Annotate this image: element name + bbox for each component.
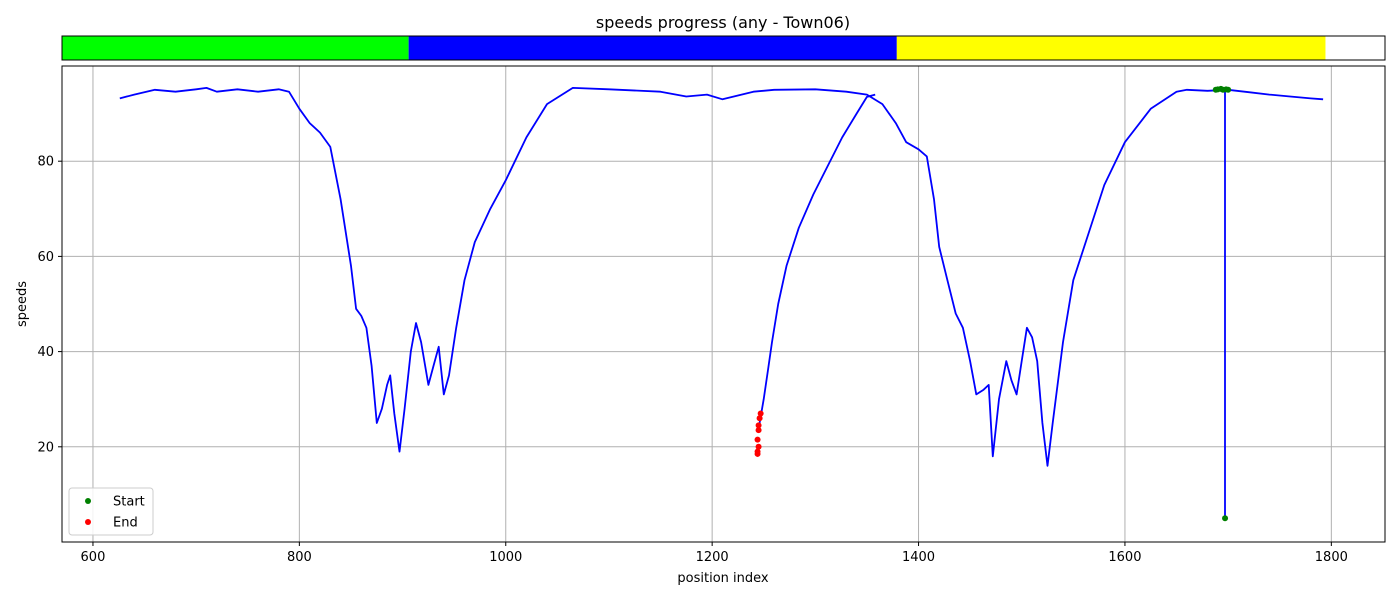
- progress-segment: [408, 36, 897, 60]
- end-point: [754, 448, 761, 455]
- x-tick-label: 1200: [696, 550, 729, 565]
- x-tick-label: 1600: [1108, 550, 1141, 565]
- x-tick-label: 1000: [489, 550, 522, 565]
- legend-end-marker: [85, 519, 91, 525]
- points-layer: [754, 85, 1232, 522]
- end-point: [756, 415, 763, 422]
- end-point: [754, 436, 761, 443]
- start-point: [1225, 86, 1232, 93]
- grid-lines: [62, 66, 1385, 542]
- legend-start-marker: [85, 498, 91, 504]
- y-tick-label: 40: [37, 345, 54, 360]
- x-axis-label: position index: [677, 571, 768, 586]
- x-axis-ticks: 600 800 1000 1200 1400 1600 1800: [81, 542, 1348, 565]
- legend-end-label: End: [113, 516, 138, 531]
- end-point: [755, 443, 762, 450]
- progress-bar: [61, 35, 1386, 61]
- series-line: [119, 87, 1324, 467]
- y-axis-ticks: 20 40 60 80: [37, 155, 62, 455]
- y-tick-label: 60: [37, 250, 54, 265]
- progress-segment: [62, 36, 409, 60]
- legend: Start End: [68, 487, 154, 536]
- x-tick-label: 1800: [1315, 550, 1348, 565]
- end-point: [757, 410, 764, 417]
- y-tick-label: 80: [37, 155, 54, 170]
- plot-frame: [61, 65, 1386, 543]
- end-point: [755, 422, 762, 429]
- progress-segment: [896, 36, 1326, 60]
- start-point: [1222, 515, 1229, 522]
- end-point: [755, 427, 762, 434]
- x-tick-label: 600: [81, 550, 106, 565]
- x-tick-label: 1400: [902, 550, 935, 565]
- y-axis-label: speeds: [15, 281, 30, 327]
- chart-title: speeds progress (any - Town06): [596, 13, 850, 32]
- series-line: [758, 93, 876, 424]
- series-layer: [119, 87, 1324, 519]
- progress-bar-frame: [61, 35, 1386, 61]
- x-tick-label: 800: [287, 550, 312, 565]
- legend-start-label: Start: [113, 495, 145, 510]
- y-tick-label: 20: [37, 440, 54, 455]
